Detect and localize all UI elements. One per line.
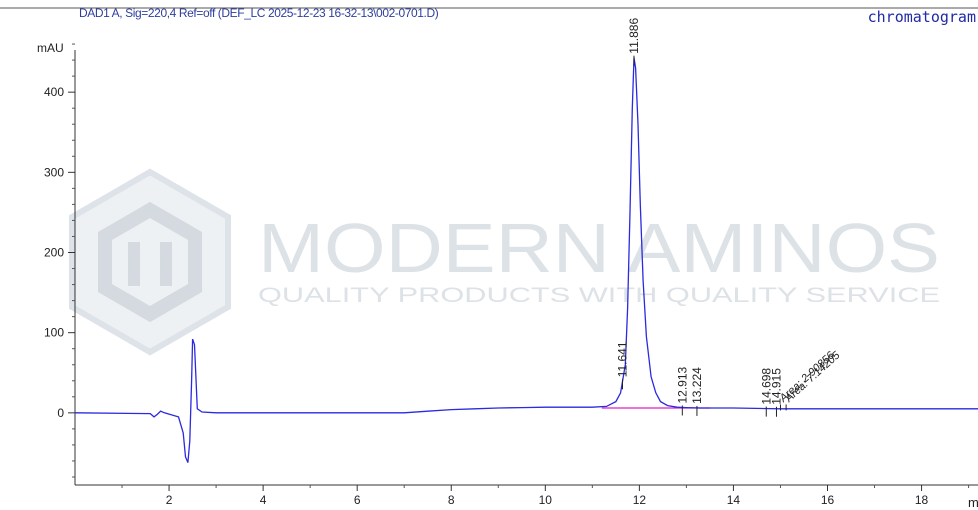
x-tick-label: 10 <box>539 493 553 507</box>
peak-label: 11.886 <box>627 18 641 54</box>
chromatogram-tag: chromatogram <box>867 8 976 26</box>
watermark-name: MODERN AMINOS <box>258 209 940 287</box>
peak-label: 14.698 <box>759 368 773 405</box>
y-tick-label: 100 <box>44 326 64 340</box>
y-tick-label: 300 <box>44 165 64 179</box>
axes: 0 100 200 300 400 2 4 6 8 10 12 14 16 18 mAU m <box>0 7 978 510</box>
x-tick-label: 14 <box>727 493 741 507</box>
x-tick-label: 2 <box>166 493 173 507</box>
x-tick-label: 16 <box>821 493 835 507</box>
area-annotation: Area: 7.14205 <box>782 349 843 405</box>
x-axis-label: m <box>968 495 978 510</box>
peak-label: 14.915 <box>770 368 784 405</box>
watermark-logo-hex-inner <box>98 201 202 323</box>
x-tick-label: 6 <box>354 493 361 507</box>
watermark-logo-bar-left <box>128 242 140 286</box>
y-tick-label: 200 <box>44 246 64 260</box>
watermark-logo <box>69 168 231 356</box>
x-tick-label: 4 <box>260 493 267 507</box>
x-tick-label: 12 <box>633 493 647 507</box>
watermark-logo-bar-right <box>160 242 172 286</box>
x-ticks: 2 4 6 8 10 12 14 16 18 <box>121 485 970 507</box>
peak-label: 13.224 <box>690 367 704 404</box>
y-axis-label: mAU <box>37 41 64 55</box>
y-ticks: 0 100 200 300 400 <box>44 43 75 478</box>
signal-header: DAD1 A, Sig=220,4 Ref=off (DEF_LC 2025-1… <box>79 6 439 20</box>
peak-label: 12.913 <box>675 366 689 403</box>
x-tick-label: 18 <box>915 493 929 507</box>
y-tick-label: 0 <box>57 406 64 420</box>
series-line <box>74 57 978 463</box>
watermark-logo-hex <box>69 168 231 356</box>
watermark: MODERN AMINOS QUALITY PRODUCTS WITH QUAL… <box>69 168 940 356</box>
x-tick-label: 8 <box>448 493 455 507</box>
watermark-tagline: QUALITY PRODUCTS WITH QUALITY SERVICE <box>258 284 940 307</box>
y-tick-label: 400 <box>44 85 64 99</box>
peak-label: 11.641 <box>616 341 630 377</box>
